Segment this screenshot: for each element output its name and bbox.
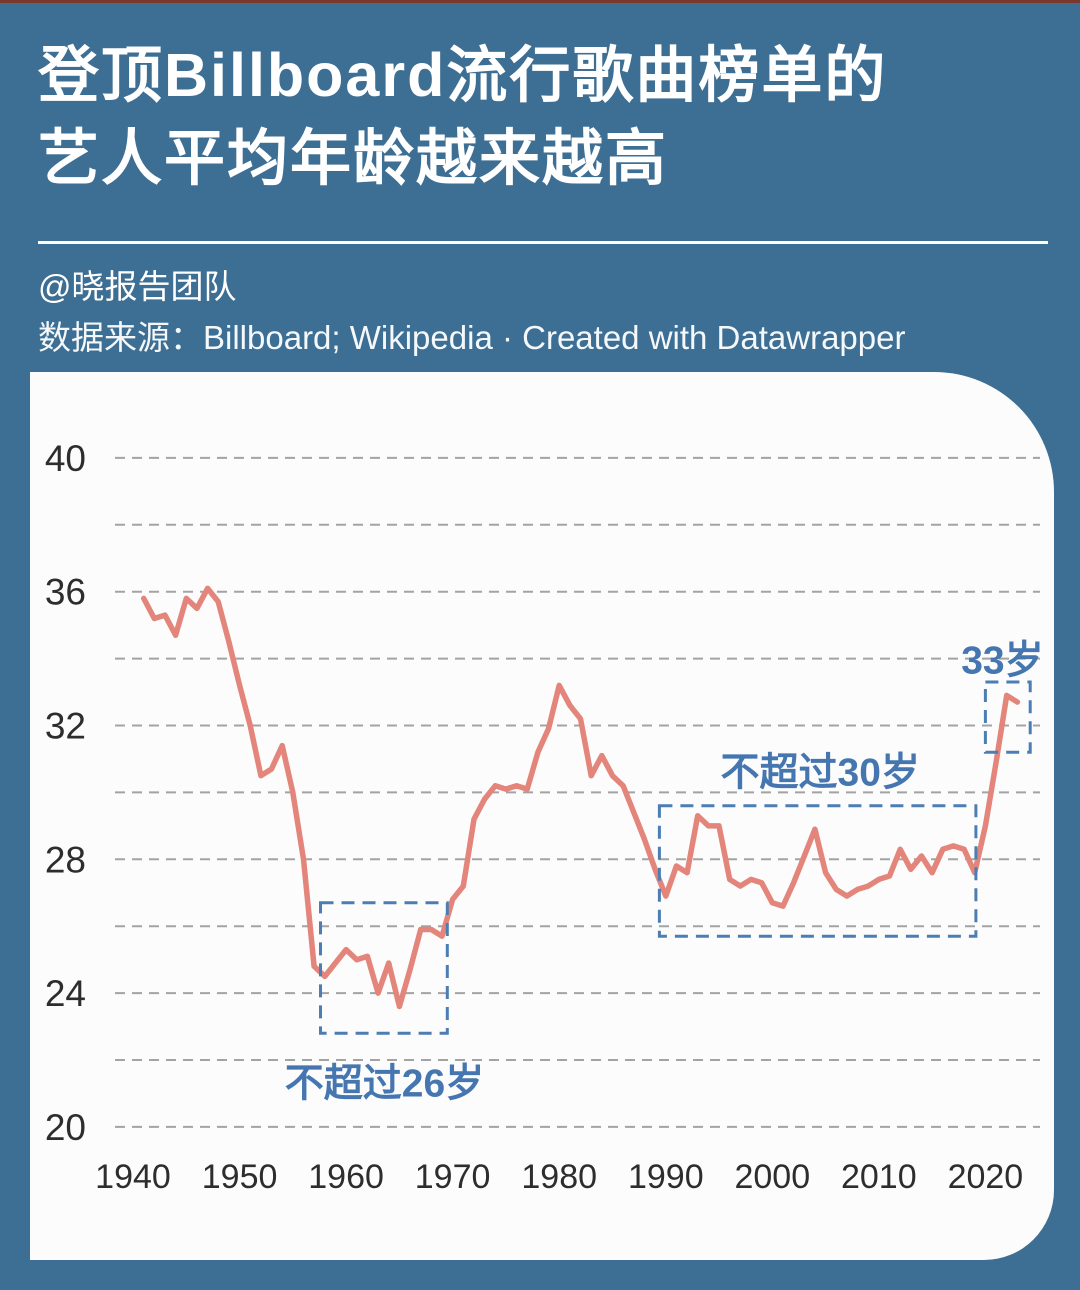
top-accent-line xyxy=(0,0,1080,3)
data-source: 数据来源：Billboard; Wikipedia · Created with… xyxy=(38,319,906,356)
x-tick-label: 1970 xyxy=(415,1158,491,1196)
x-tick-label: 1990 xyxy=(628,1158,704,1196)
x-tick-label: 1950 xyxy=(202,1158,278,1196)
page-title-line-1: 登顶Billboard流行歌曲榜单的 xyxy=(38,41,888,109)
x-tick-label: 2020 xyxy=(948,1158,1024,1196)
title-separator xyxy=(38,241,1048,244)
chart-card: 40 36 32 28 24 20 1940 1950 1960 1970 1980 1990 2000… xyxy=(30,372,1054,1260)
x-tick-label: 1940 xyxy=(95,1158,171,1196)
y-tick-label: 36 xyxy=(45,572,86,613)
annotation-label: 不超过26岁 xyxy=(285,1062,484,1105)
y-tick-label: 24 xyxy=(45,973,86,1014)
annotation-label: 33岁 xyxy=(961,639,1043,682)
x-tick-label: 2000 xyxy=(734,1158,810,1196)
x-tick-label: 2010 xyxy=(841,1158,917,1196)
average-age-line xyxy=(140,585,1021,1010)
annotation-box xyxy=(983,680,1032,754)
x-tick-label: 1980 xyxy=(521,1158,597,1196)
y-tick-label: 40 xyxy=(45,438,86,479)
y-tick-label: 20 xyxy=(45,1107,86,1148)
page-title-line-2: 艺人平均年龄越来越高 xyxy=(38,124,669,192)
y-tick-label: 28 xyxy=(45,839,86,880)
annotation-label: 不超过30岁 xyxy=(721,751,920,794)
byline: @晓报告团队 xyxy=(38,268,237,305)
page-title: 登顶Billboard流行歌曲榜单的 艺人平均年龄越来越高 xyxy=(38,34,1048,200)
x-tick-label: 1960 xyxy=(308,1158,384,1196)
y-tick-label: 32 xyxy=(45,706,86,747)
annotation-box xyxy=(657,804,978,938)
annotation-box xyxy=(319,901,449,1035)
